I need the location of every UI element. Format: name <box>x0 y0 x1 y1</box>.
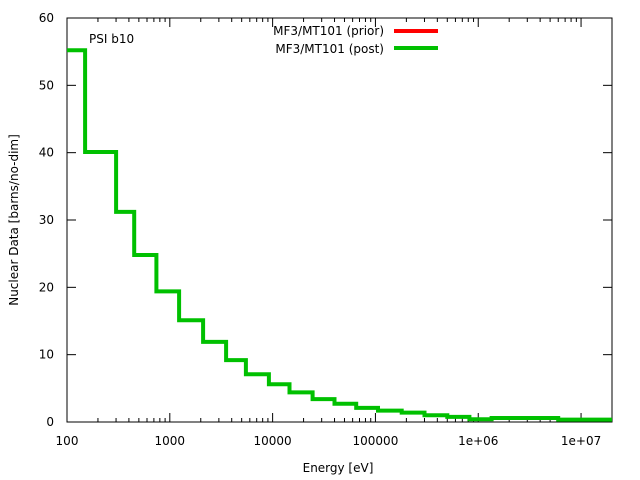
plot-border <box>66 17 613 423</box>
y-tick-label: 40 <box>39 146 54 160</box>
plot-frame <box>66 17 613 423</box>
y-tick-label: 60 <box>39 11 54 25</box>
y-axis-ticks: 0 10 20 30 40 50 60 <box>39 11 612 429</box>
y-tick-label: 10 <box>39 348 54 362</box>
legend-label-prior: MF3/MT101 (prior) <box>273 24 384 38</box>
x-tick-label: 100000 <box>353 434 399 448</box>
x-tick-label: 1e+07 <box>561 434 601 448</box>
x-axis-ticks: 100 1000 10000 100000 1e+06 1e+07 <box>56 18 613 448</box>
series-1 <box>67 48 612 422</box>
y-tick-label: 30 <box>39 213 54 227</box>
y-tick-label: 0 <box>46 415 54 429</box>
x-tick-label: 10000 <box>254 434 292 448</box>
y-tick-label: 20 <box>39 280 54 294</box>
legend: MF3/MT101 (prior) MF3/MT101 (post) <box>273 24 438 56</box>
x-tick-label: 1000 <box>155 434 186 448</box>
x-tick-label: 1e+06 <box>458 434 498 448</box>
x-axis-label: Energy [eV] <box>303 461 374 475</box>
series-line <box>67 48 612 422</box>
series-layer <box>67 48 612 422</box>
chart-annotation: PSI b10 <box>89 32 134 46</box>
legend-label-post: MF3/MT101 (post) <box>275 42 384 56</box>
y-axis-label: Nuclear Data [barns/no-dim] <box>7 134 21 306</box>
y-tick-label: 50 <box>39 78 54 92</box>
x-tick-label: 100 <box>56 434 79 448</box>
